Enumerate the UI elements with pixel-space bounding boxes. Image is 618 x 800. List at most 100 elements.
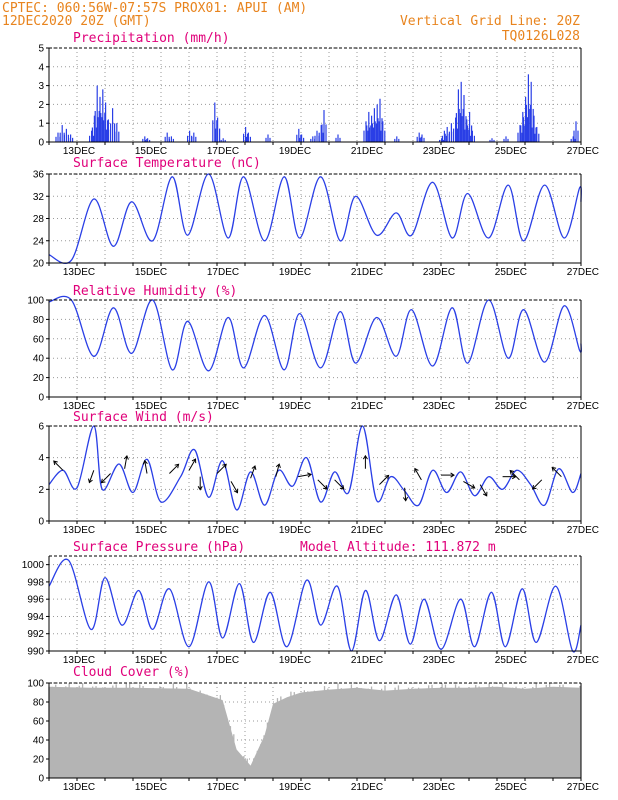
- precip-bar: [172, 138, 174, 142]
- wind-arrow: [502, 474, 517, 480]
- precip-bar: [468, 129, 470, 142]
- precip-bar: [377, 118, 379, 142]
- precip-bar: [168, 138, 170, 142]
- precip-bar: [337, 134, 339, 142]
- precip-bar: [418, 132, 420, 142]
- precip-bar: [523, 117, 525, 142]
- precip-bar: [63, 134, 65, 142]
- precip-bar: [298, 128, 300, 142]
- precip-bar: [525, 96, 527, 142]
- precip-bar: [303, 137, 305, 142]
- precip-bar: [455, 117, 457, 142]
- precip-bar: [507, 138, 509, 142]
- x-tick-label: 21DEC: [351, 146, 383, 157]
- y-tick-label: 4: [38, 453, 44, 464]
- precip-bar: [99, 96, 101, 142]
- wind-arrow-head: [450, 472, 455, 478]
- x-tick-label: 19DEC: [279, 401, 311, 412]
- x-tick-label: 23DEC: [423, 267, 455, 278]
- wind-arrow-head: [53, 460, 58, 466]
- x-tick-label: 15DEC: [135, 267, 167, 278]
- precip-bar: [519, 125, 521, 142]
- y-tick-label: 0: [38, 138, 44, 149]
- y-tick-label: 0: [38, 774, 44, 785]
- series-line: [48, 558, 582, 653]
- precip-bar: [538, 133, 540, 142]
- wind-arrow: [188, 458, 197, 471]
- precip-bar: [265, 137, 267, 142]
- panel-title: Precipitation (mm/h): [73, 31, 230, 46]
- precip-bar: [575, 121, 577, 142]
- precip-bar: [216, 120, 218, 142]
- x-tick-label: 27DEC: [567, 782, 599, 793]
- precip-bar: [376, 104, 378, 142]
- y-tick-label: 998: [27, 577, 44, 588]
- precip-bar: [65, 128, 67, 142]
- precip-bar: [453, 128, 455, 142]
- wind-arrow-head: [197, 486, 203, 491]
- precip-bar: [93, 115, 95, 142]
- wind-arrow-shaft: [298, 473, 312, 478]
- precip-bar: [57, 132, 59, 142]
- precip-bar: [467, 125, 469, 142]
- precip-bar: [219, 128, 221, 142]
- panel-title: Surface Wind (m/s): [73, 410, 214, 425]
- x-tick-label: 19DEC: [279, 146, 311, 157]
- precip-bar: [461, 116, 463, 142]
- precip-bar: [443, 139, 445, 142]
- panel-title: Surface Temperature (nC): [73, 156, 261, 171]
- precip-bar: [536, 126, 538, 142]
- precip-bar: [458, 108, 460, 142]
- precip-bar: [215, 128, 217, 142]
- precip-bar: [116, 123, 118, 142]
- y-tick-label: 5: [38, 44, 44, 55]
- wind-arrow-shaft: [404, 487, 407, 501]
- precip-bar: [247, 132, 249, 142]
- precip-bar: [314, 135, 316, 142]
- precip-bar: [104, 113, 106, 142]
- precip-bar: [396, 136, 398, 142]
- y-tick-label: 2: [38, 485, 44, 496]
- wind-arrow: [379, 474, 390, 485]
- y-tick-label: 6: [38, 422, 44, 433]
- x-tick-label: 13DEC: [63, 401, 95, 412]
- y-tick-label: 80: [33, 315, 45, 326]
- precip-bar: [365, 121, 367, 142]
- precip-bar: [460, 81, 462, 142]
- wind-arrow-head: [322, 484, 328, 490]
- precip-bar: [469, 135, 471, 142]
- precip-bar: [441, 138, 443, 142]
- precip-bar: [420, 136, 422, 142]
- wind-arrow-head: [275, 463, 281, 469]
- wind-arrow-shaft: [463, 480, 475, 489]
- precip-bar: [243, 133, 245, 142]
- wind-arrow-head: [251, 465, 257, 471]
- panel-cloud-cover: 0 20 40 60 80 100 13DEC 15DEC 17DEC 19DEC 21DEC 23D…: [27, 665, 599, 793]
- precip-bar: [166, 132, 168, 142]
- precip-bar: [269, 137, 271, 142]
- precip-bar: [505, 136, 507, 142]
- precip-bar: [517, 132, 519, 142]
- precip-bar: [70, 134, 72, 142]
- precip-bar: [245, 126, 247, 142]
- precip-bar: [105, 129, 107, 142]
- precip-bar: [363, 130, 365, 142]
- x-tick-label: 23DEC: [423, 782, 455, 793]
- precip-bar: [491, 138, 493, 142]
- x-tick-label: 23DEC: [423, 146, 455, 157]
- precip-bar: [97, 117, 99, 142]
- precip-bar: [416, 136, 418, 142]
- y-tick-label: 2: [38, 100, 44, 111]
- wind-arrow-head: [509, 469, 515, 475]
- precip-bar: [577, 130, 579, 142]
- x-tick-label: 15DEC: [135, 401, 167, 412]
- precip-bar: [107, 119, 109, 142]
- wind-arrow-head: [531, 484, 537, 490]
- wind-arrow: [509, 469, 520, 481]
- wind-arrow-head: [100, 478, 106, 484]
- precip-bar: [503, 138, 505, 142]
- precip-bar: [310, 138, 312, 142]
- precip-bar: [320, 125, 322, 142]
- precip-bar: [394, 138, 396, 142]
- x-tick-label: 23DEC: [423, 655, 455, 666]
